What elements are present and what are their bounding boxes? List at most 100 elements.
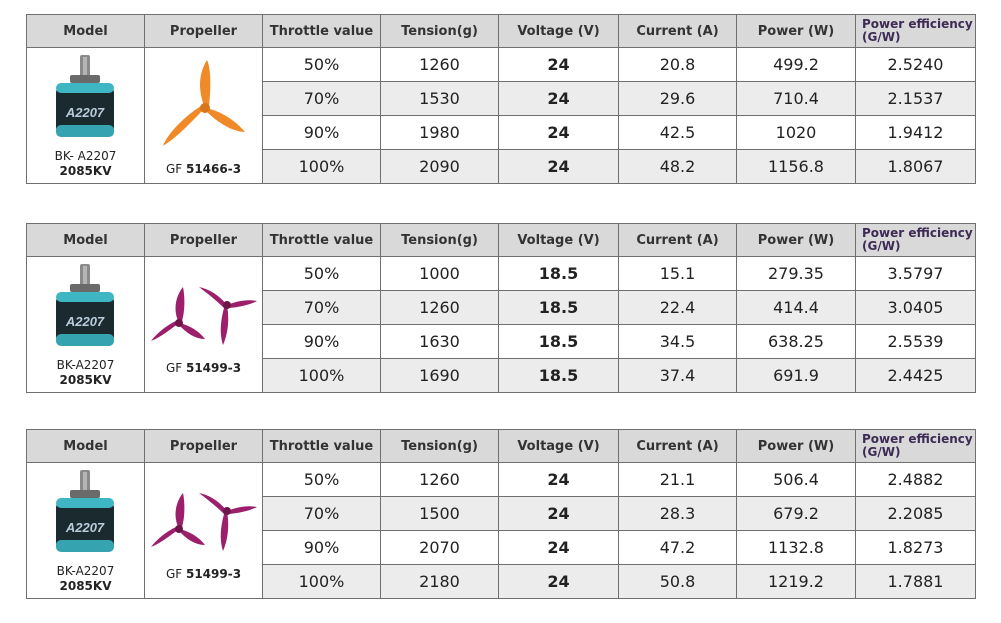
header-row: Model Propeller Throttle value Tension(g… [26, 429, 976, 463]
test-table-1: Model Propeller Throttle value Tension(g… [26, 14, 976, 184]
power-cell: 414.4 [736, 290, 856, 325]
header-model: Model [26, 429, 145, 463]
propeller-code: 51466-3 [185, 161, 242, 176]
propeller-code: 51499-3 [185, 566, 242, 581]
efficiency-cell: 2.1537 [855, 81, 976, 116]
current-cell: 29.6 [618, 81, 737, 116]
efficiency-cell: 1.8067 [855, 149, 976, 184]
tension-cell: 2180 [380, 564, 499, 599]
header-model: Model [26, 14, 145, 48]
voltage-cell: 18.5 [498, 324, 619, 359]
propeller-cell: GF 51499-3 [144, 462, 263, 599]
header-efficiency: Power efficiency (G/W) [855, 429, 976, 463]
header-current: Current (A) [618, 223, 737, 257]
model-cell: A2207 BK-A2207 2085KV [26, 256, 145, 393]
model-name: BK- A2207 [54, 149, 117, 163]
tension-cell: 1000 [380, 256, 499, 291]
current-cell: 37.4 [618, 358, 737, 393]
header-propeller: Propeller [144, 223, 263, 257]
power-cell: 1020 [736, 115, 856, 150]
header-row: Model Propeller Throttle value Tension(g… [26, 14, 976, 48]
table-row: 90% 1630 18.5 34.5 638.25 2.5539 [27, 324, 976, 359]
header-efficiency-line1: Power efficiency [862, 17, 973, 31]
test-table-2: Model Propeller Throttle value Tension(g… [26, 223, 976, 393]
current-cell: 22.4 [618, 290, 737, 325]
propeller-prefix: GF [165, 360, 183, 375]
efficiency-cell: 2.4882 [855, 462, 976, 497]
model-kv: 2085KV [59, 164, 112, 178]
power-cell: 1132.8 [736, 530, 856, 565]
efficiency-cell: 2.5240 [855, 47, 976, 82]
header-efficiency-line1: Power efficiency [862, 432, 973, 446]
propeller-cell: GF 51499-3 [144, 256, 263, 393]
power-cell: 499.2 [736, 47, 856, 82]
power-cell: 1219.2 [736, 564, 856, 599]
header-efficiency-line1: Power efficiency [862, 226, 973, 240]
throttle-cell: 50% [262, 256, 381, 291]
tension-cell: 1630 [380, 324, 499, 359]
header-voltage: Voltage (V) [498, 14, 619, 48]
current-cell: 15.1 [618, 256, 737, 291]
table-row: 90% 2070 24 47.2 1132.8 1.8273 [27, 530, 976, 565]
power-cell: 279.35 [736, 256, 856, 291]
header-voltage: Voltage (V) [498, 223, 619, 257]
current-cell: 20.8 [618, 47, 737, 82]
table-row: A2207 BK-A2207 2085KV [26, 256, 976, 393]
header-power: Power (W) [736, 429, 856, 463]
header-throttle: Throttle value [262, 429, 381, 463]
header-propeller: Propeller [144, 14, 263, 48]
tension-cell: 1260 [380, 47, 499, 82]
header-voltage: Voltage (V) [498, 429, 619, 463]
tension-cell: 1500 [380, 496, 499, 531]
current-cell: 28.3 [618, 496, 737, 531]
propeller-cell: GF 51466-3 [144, 47, 263, 184]
motor-image: A2207 [55, 470, 114, 552]
tension-cell: 1980 [380, 115, 499, 150]
voltage-cell: 24 [498, 115, 619, 150]
table-row: A2207 BK- A2207 2085KV GF 51466-3 [26, 47, 976, 184]
svg-text:A2207: A2207 [64, 520, 104, 535]
voltage-cell: 24 [498, 47, 619, 82]
table-row: 100% 2180 24 50.8 1219.2 1.7881 [27, 564, 976, 599]
header-power: Power (W) [736, 223, 856, 257]
propeller-image [162, 59, 245, 146]
header-current: Current (A) [618, 429, 737, 463]
header-efficiency: Power efficiency (G/W) [855, 14, 976, 48]
header-efficiency-line2: (G/W) [862, 30, 901, 44]
header-row: Model Propeller Throttle value Tension(g… [26, 223, 976, 257]
table-row: A2207 BK-A2207 2085KV [26, 462, 976, 599]
efficiency-cell: 3.0405 [855, 290, 976, 325]
header-efficiency-line2: (G/W) [862, 239, 901, 253]
throttle-cell: 50% [262, 462, 381, 497]
propeller-prefix: GF [165, 566, 183, 581]
efficiency-cell: 2.4425 [855, 358, 976, 393]
header-efficiency-line2: (G/W) [862, 445, 901, 459]
current-cell: 47.2 [618, 530, 737, 565]
model-kv: 2085KV [59, 373, 112, 387]
model-name: BK-A2207 [56, 564, 115, 578]
header-tension: Tension(g) [380, 14, 499, 48]
throttle-cell: 90% [262, 324, 381, 359]
tension-cell: 1690 [380, 358, 499, 393]
throttle-cell: 100% [262, 358, 381, 393]
power-cell: 1156.8 [736, 149, 856, 184]
table-row: 100% 2090 24 48.2 1156.8 1.8067 [27, 149, 976, 184]
header-power: Power (W) [736, 14, 856, 48]
svg-text:A2207: A2207 [64, 105, 104, 120]
voltage-cell: 18.5 [498, 358, 619, 393]
voltage-cell: 24 [498, 564, 619, 599]
model-name: BK-A2207 [56, 358, 115, 372]
voltage-cell: 18.5 [498, 256, 619, 291]
throttle-cell: 90% [262, 530, 381, 565]
tension-cell: 2070 [380, 530, 499, 565]
voltage-cell: 18.5 [498, 290, 619, 325]
efficiency-cell: 2.5539 [855, 324, 976, 359]
tension-cell: 1530 [380, 81, 499, 116]
tension-cell: 1260 [380, 462, 499, 497]
header-tension: Tension(g) [380, 429, 499, 463]
current-cell: 50.8 [618, 564, 737, 599]
model-kv: 2085KV [59, 579, 112, 593]
table-row: 70% 1530 24 29.6 710.4 2.1537 [27, 81, 976, 116]
power-cell: 506.4 [736, 462, 856, 497]
throttle-cell: 100% [262, 149, 381, 184]
